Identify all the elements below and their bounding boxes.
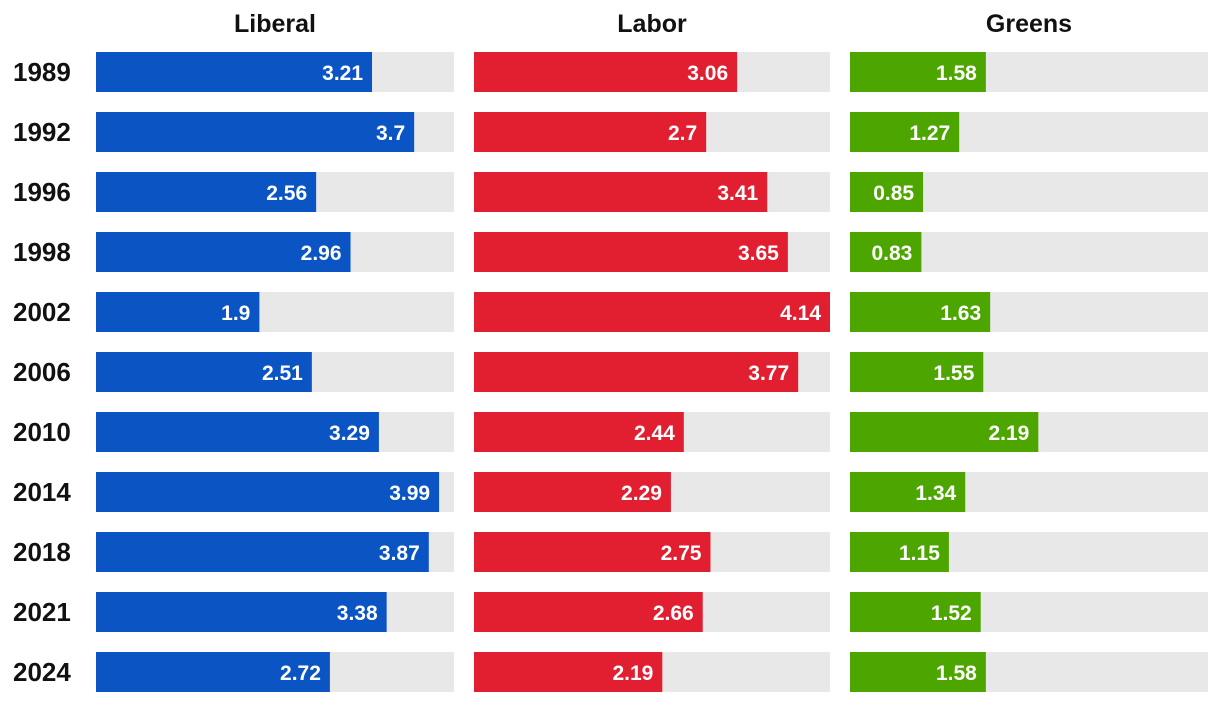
data-label: 1.27 [909, 122, 950, 145]
data-label: 2.7 [668, 122, 697, 145]
bar-liberal [96, 112, 415, 152]
data-label: 2.75 [661, 542, 702, 565]
panel-title-liberal: Liberal [234, 10, 316, 38]
bar-liberal [96, 472, 440, 512]
bar-liberal [96, 172, 317, 212]
panel-title-labor: Labor [617, 10, 687, 38]
data-label: 2.56 [266, 182, 307, 205]
data-label: 3.38 [337, 602, 378, 625]
data-label: 2.51 [262, 362, 303, 385]
data-label: 1.15 [899, 542, 940, 565]
bar-labor [474, 52, 738, 92]
bar-labor [474, 172, 768, 212]
data-label: 1.63 [940, 302, 981, 325]
data-label: 2.19 [988, 422, 1029, 445]
bar-labor [474, 292, 830, 332]
bar-labor [474, 472, 671, 512]
year-label: 1996 [13, 177, 71, 207]
year-label: 1998 [13, 237, 71, 267]
data-label: 3.77 [748, 362, 789, 385]
bar-greens [850, 52, 986, 92]
data-label: 2.96 [301, 242, 342, 265]
data-label: 3.06 [687, 62, 728, 85]
bar-liberal [96, 292, 260, 332]
bar-liberal [96, 592, 387, 632]
data-label: 3.99 [389, 482, 430, 505]
data-label: 3.65 [738, 242, 779, 265]
data-label: 2.44 [634, 422, 675, 445]
year-label: 2024 [13, 657, 71, 687]
data-label: 1.58 [936, 662, 977, 685]
data-label: 3.29 [329, 422, 370, 445]
bar-labor [474, 592, 703, 632]
data-label: 1.58 [936, 62, 977, 85]
data-label: 3.87 [379, 542, 420, 565]
data-label: 2.29 [621, 482, 662, 505]
bar-greens [850, 532, 949, 572]
data-label: 2.66 [653, 602, 694, 625]
year-label: 2018 [13, 537, 71, 567]
bar-labor [474, 412, 684, 452]
bar-labor [474, 232, 788, 272]
panel-title-greens: Greens [986, 10, 1072, 38]
bar-greens [850, 232, 922, 272]
year-label: 2010 [13, 417, 71, 447]
data-label: 3.7 [376, 122, 405, 145]
bar-liberal [96, 532, 429, 572]
data-label: 1.52 [931, 602, 972, 625]
bar-labor [474, 112, 707, 152]
year-label: 1989 [13, 57, 71, 87]
bar-greens [850, 472, 966, 512]
bar-labor [474, 532, 711, 572]
year-label: 2006 [13, 357, 71, 387]
bar-greens [850, 172, 924, 212]
year-label: 2002 [13, 297, 71, 327]
bar-liberal [96, 232, 351, 272]
bar-labor [474, 652, 663, 692]
bar-greens [850, 112, 960, 152]
bar-greens [850, 292, 991, 332]
data-label: 3.21 [322, 62, 363, 85]
data-label: 1.9 [221, 302, 250, 325]
data-label: 2.72 [280, 662, 321, 685]
year-label: 1992 [13, 117, 71, 147]
bar-greens [850, 412, 1039, 452]
bar-greens [850, 652, 986, 692]
year-label: 2021 [13, 597, 71, 627]
bar-greens [850, 352, 984, 392]
year-label: 2014 [13, 477, 71, 507]
bar-liberal [96, 52, 373, 92]
bar-liberal [96, 352, 312, 392]
bar-liberal [96, 652, 330, 692]
data-label: 4.14 [780, 302, 821, 325]
data-label: 0.83 [871, 242, 912, 265]
bar-labor [474, 352, 799, 392]
data-label: 0.85 [873, 182, 914, 205]
data-label: 1.55 [933, 362, 974, 385]
data-label: 3.41 [717, 182, 758, 205]
bar-liberal [96, 412, 379, 452]
data-label: 2.19 [612, 662, 653, 685]
data-label: 1.34 [915, 482, 956, 505]
bar-greens [850, 592, 981, 632]
